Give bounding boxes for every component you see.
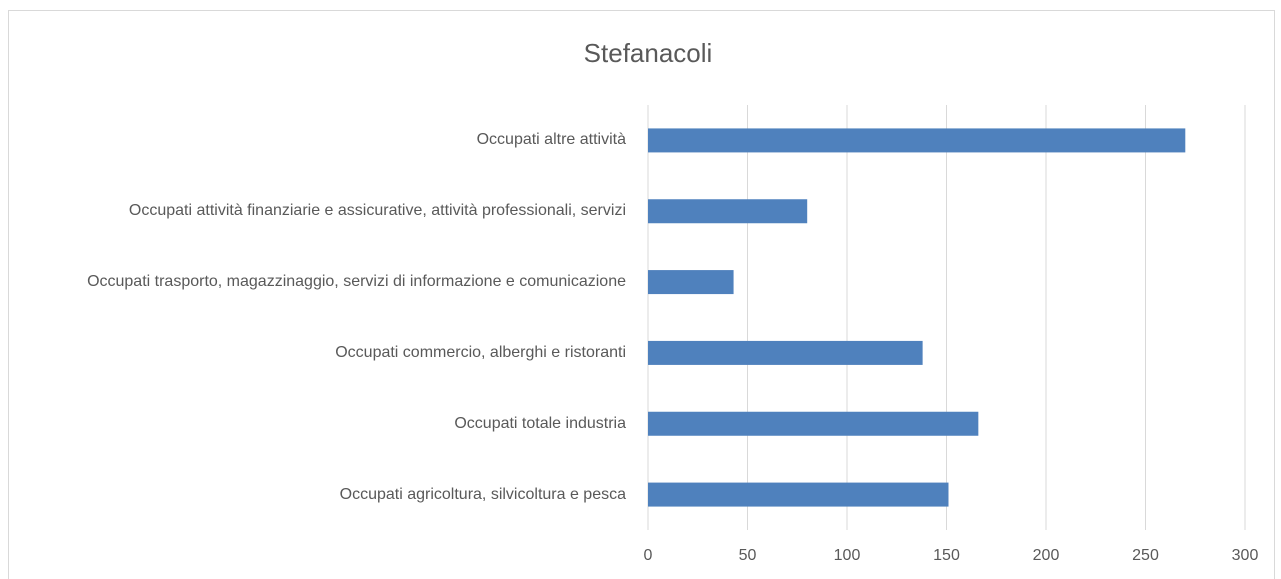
bar: [648, 411, 979, 436]
y-tick-label: Occupati attività finanziarie e assicura…: [128, 202, 626, 220]
y-tick-label: Occupati commercio, alberghi e ristorant…: [335, 343, 626, 361]
y-tick-label-box: Occupati commercio, alberghi e ristorant…: [16, 342, 626, 364]
x-tick-label: 250: [1132, 547, 1159, 564]
bar: [648, 340, 923, 365]
chart-title: Stefanacoli: [584, 38, 713, 68]
y-tick-label: Occupati altre attività: [476, 131, 626, 149]
x-tick-label: 300: [1232, 547, 1259, 564]
y-tick-label: Occupati trasporto, magazzinaggio, servi…: [87, 273, 626, 291]
x-tick-label: 150: [933, 547, 960, 564]
x-tick-label: 100: [834, 547, 861, 564]
y-tick-label-box: Occupati agricoltura, silvicoltura e pes…: [16, 484, 626, 506]
bar: [648, 270, 734, 295]
chart-border: [8, 10, 1275, 579]
y-tick-label-box: Occupati altre attività: [16, 129, 626, 151]
y-tick-label-box: Occupati totale industria: [16, 413, 626, 435]
x-tick-label: 200: [1033, 547, 1060, 564]
x-tick-label: 50: [739, 547, 757, 564]
y-tick-label-box: Occupati trasporto, magazzinaggio, servi…: [16, 271, 626, 293]
x-tick-label: 0: [644, 547, 653, 564]
bar: [648, 482, 949, 507]
y-tick-label-box: Occupati attività finanziarie e assicura…: [16, 200, 626, 222]
bar: [648, 128, 1186, 153]
y-tick-label: Occupati agricoltura, silvicoltura e pes…: [339, 485, 626, 503]
bar: [648, 199, 808, 224]
y-tick-label: Occupati totale industria: [454, 414, 626, 432]
